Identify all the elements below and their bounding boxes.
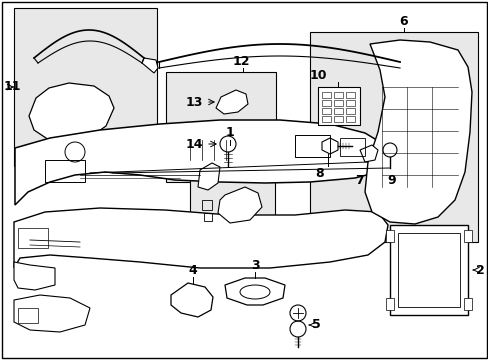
Text: 14: 14 (185, 138, 203, 150)
Polygon shape (359, 145, 377, 162)
Bar (321, 116, 330, 122)
Text: 2: 2 (475, 264, 484, 276)
Bar (321, 92, 330, 98)
Polygon shape (171, 283, 213, 317)
Bar (190, 145, 274, 250)
Bar (463, 230, 471, 242)
Text: 3: 3 (250, 259, 259, 272)
Bar (203, 213, 212, 221)
Text: 12: 12 (232, 55, 249, 68)
Polygon shape (29, 83, 114, 143)
Bar (333, 116, 342, 122)
Polygon shape (14, 262, 55, 290)
Polygon shape (198, 163, 220, 190)
Polygon shape (216, 90, 247, 114)
Bar (346, 100, 354, 106)
Polygon shape (15, 120, 387, 205)
Bar (346, 108, 354, 114)
Bar (389, 225, 467, 315)
Text: 5: 5 (311, 319, 320, 332)
Text: 4: 4 (188, 264, 197, 277)
Text: 6: 6 (399, 15, 407, 28)
Bar (202, 200, 212, 210)
Polygon shape (218, 187, 262, 223)
Bar (45, 160, 85, 182)
Text: 8: 8 (315, 167, 324, 180)
Bar (333, 92, 342, 98)
Bar (333, 108, 342, 114)
Text: 9: 9 (387, 174, 395, 187)
Text: 11: 11 (4, 81, 21, 94)
Bar (397, 233, 459, 307)
Bar (294, 135, 329, 157)
Text: 13: 13 (185, 95, 203, 108)
Polygon shape (224, 278, 285, 305)
Bar (165, 72, 275, 182)
Polygon shape (321, 138, 337, 154)
Bar (66, 96, 84, 112)
Bar (385, 298, 393, 310)
Bar (333, 100, 342, 106)
Bar (385, 230, 393, 242)
Bar (346, 92, 354, 98)
Text: 7: 7 (355, 174, 364, 187)
Bar (321, 108, 330, 114)
Bar (18, 228, 48, 248)
Bar (44, 118, 66, 132)
Polygon shape (14, 295, 90, 332)
Polygon shape (14, 208, 387, 268)
Bar (14, 8, 157, 166)
Text: 1: 1 (225, 126, 234, 139)
Polygon shape (142, 58, 158, 73)
Bar (339, 138, 364, 156)
Bar (463, 298, 471, 310)
Bar (317, 87, 359, 125)
Bar (18, 308, 38, 323)
Bar (309, 32, 477, 242)
Bar (346, 116, 354, 122)
Polygon shape (364, 40, 471, 224)
Text: 10: 10 (308, 69, 326, 82)
Bar (321, 100, 330, 106)
